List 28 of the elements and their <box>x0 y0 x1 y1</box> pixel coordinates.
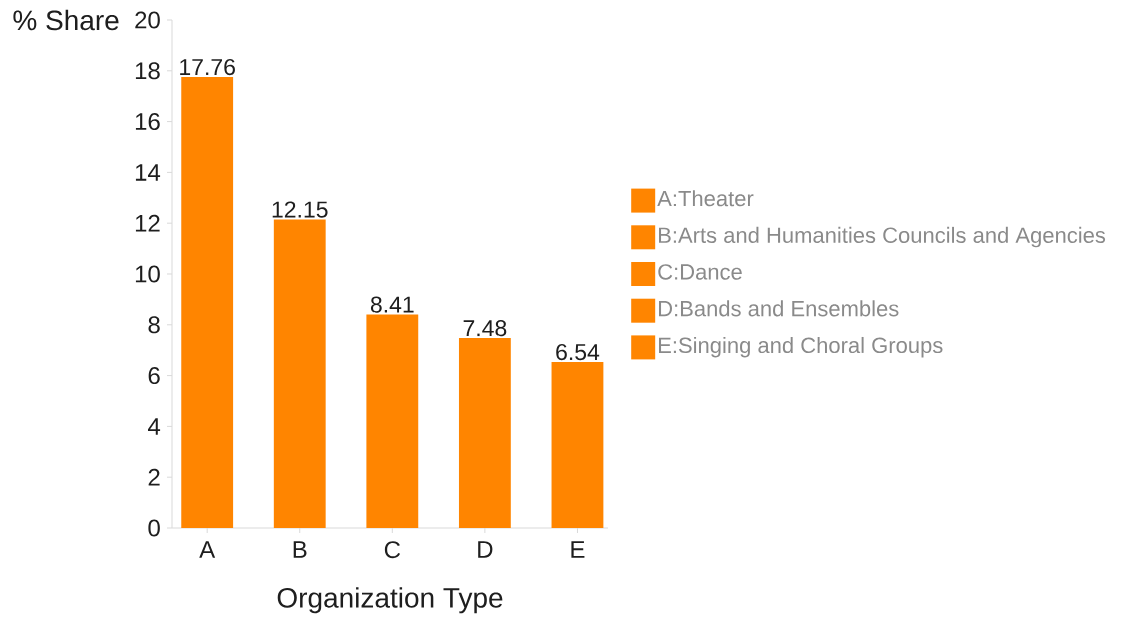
y-tick-label: 20 <box>135 11 160 29</box>
y-tick-label: 8 <box>148 316 160 334</box>
x-tick-label: B <box>293 541 307 558</box>
x-tick-label: A <box>199 541 216 558</box>
data-label: 12.15 <box>272 201 328 218</box>
x-tick-label: E <box>571 541 585 558</box>
legend-label: A:Theater <box>657 190 754 207</box>
x-tick-label: D <box>478 541 493 558</box>
y-tick-label: 6 <box>148 367 160 385</box>
data-label: 7.48 <box>463 320 507 337</box>
data-label: 17.76 <box>180 58 235 76</box>
legend-label: D:Bands and Ensembles <box>659 300 899 317</box>
data-label: 8.41 <box>370 296 414 313</box>
y-tick-label: 16 <box>135 113 160 131</box>
y-tick-label: 10 <box>135 265 160 283</box>
legend-label: B:Arts and Humanities Councils and Agencies <box>659 226 1106 248</box>
y-tick-label: 12 <box>135 214 160 232</box>
data-label: 6.54 <box>556 343 600 361</box>
y-axis-title: % Share <box>13 9 119 31</box>
y-tick-label: 4 <box>148 418 161 435</box>
legend-label: E:Singing and Choral Groups <box>659 336 943 358</box>
x-axis-title: Organization Type <box>277 587 503 614</box>
legend-label: C:Dance <box>658 264 742 280</box>
y-tick-label: 2 <box>148 468 160 486</box>
y-tick-label: 0 <box>148 519 160 537</box>
y-tick-label: 14 <box>135 164 161 181</box>
y-tick-label: 18 <box>135 62 160 80</box>
x-tick-label: C <box>384 541 401 559</box>
